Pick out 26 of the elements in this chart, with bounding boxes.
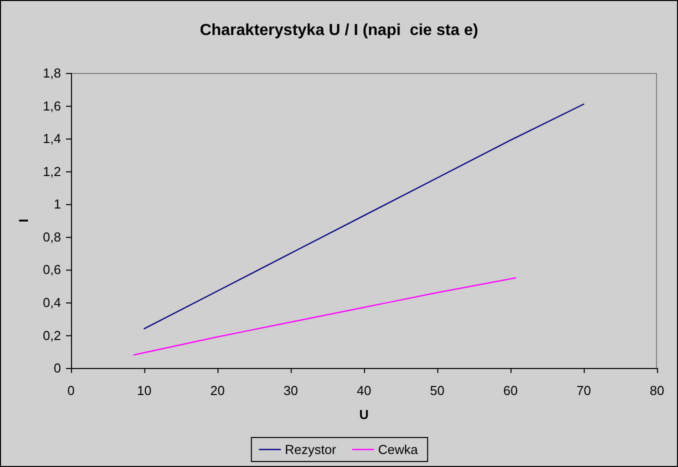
- x-tick-label: 0: [67, 383, 75, 398]
- x-tick-label: 60: [503, 383, 518, 398]
- legend-label: Rezystor: [284, 442, 337, 457]
- y-tick-label: 0,2: [42, 328, 61, 343]
- y-tick-label: 1,2: [42, 164, 61, 179]
- y-tick-label: 0,8: [42, 229, 61, 244]
- line-series: [144, 104, 584, 330]
- x-tick-label: 40: [356, 383, 372, 398]
- line-series: [133, 277, 516, 356]
- y-tick-label: 1,8: [42, 66, 61, 81]
- y-tick-label: 0,6: [42, 262, 61, 278]
- chart-title: Charakterystyka U / I (napi cie sta e): [200, 22, 478, 39]
- y-tick-label: 1,6: [42, 98, 61, 114]
- x-tick-label: 20: [210, 383, 225, 398]
- x-tick-label: 10: [137, 383, 152, 398]
- legend-label: Cewka: [378, 442, 419, 457]
- y-tick-label: 1: [54, 196, 61, 212]
- y-tick-label: 0,4: [42, 294, 61, 310]
- x-axis-title: U: [359, 407, 369, 422]
- x-tick-label: 50: [430, 383, 444, 398]
- y-axis-title: I: [16, 218, 31, 222]
- y-tick-label: 1,4: [42, 131, 61, 146]
- y-tick-label: 0: [54, 360, 61, 376]
- x-tick-label: 70: [576, 383, 591, 398]
- x-tick-label: 80: [650, 383, 664, 398]
- x-tick-label: 30: [284, 383, 298, 398]
